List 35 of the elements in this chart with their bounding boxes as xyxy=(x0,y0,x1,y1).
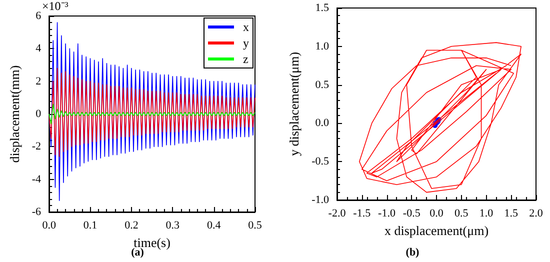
y-tick-label: -1.0 xyxy=(312,194,330,206)
y-tick-label: 1.0 xyxy=(315,40,330,52)
x-tick-label: 0.1 xyxy=(83,220,98,232)
x-tick-label: 1.0 xyxy=(479,208,494,220)
legend-label: y xyxy=(243,36,249,50)
x-axis-title: x displacement(μm) xyxy=(384,222,489,238)
y-axis-title: y displacement(μm) xyxy=(286,52,302,156)
y-tick-label: -0.5 xyxy=(312,156,330,168)
x-tick-label: -1.5 xyxy=(353,208,372,220)
x-tick-label: 0.3 xyxy=(166,220,180,232)
x-tick-label: 0.2 xyxy=(124,220,138,232)
legend-label: x xyxy=(243,20,249,34)
x-tick-label: -0.5 xyxy=(402,208,421,220)
y-tick-label: -4 xyxy=(32,173,42,186)
x-tick-label: 0.0 xyxy=(430,208,444,220)
x-tick-label: 0.5 xyxy=(454,208,469,220)
x-tick-label: 0.5 xyxy=(248,220,262,232)
text: (b) xyxy=(406,246,420,258)
y-axis-title: displacement(mm) xyxy=(7,65,22,163)
y-tick-label: -2 xyxy=(32,140,42,153)
y-tick-label: 0.0 xyxy=(315,117,330,130)
y-tick-label: -6 xyxy=(32,206,42,218)
y-tick-label: 1.5 xyxy=(315,2,330,14)
y-tick-label: 4 xyxy=(36,42,42,55)
x-tick-label: 1.5 xyxy=(504,208,518,220)
y-tick-label: 0 xyxy=(36,108,42,120)
x-tick-label: 2.0 xyxy=(529,208,544,220)
y-tick-label: 2 xyxy=(36,75,42,88)
x-tick-label: -2.0 xyxy=(328,208,346,220)
y-tick-label: 0.5 xyxy=(315,78,330,91)
x-tick-label: -1.0 xyxy=(378,208,396,220)
y-tick-label: 6 xyxy=(36,10,42,22)
x-tick-label: 0.4 xyxy=(206,220,222,232)
text: ×10⁻³ xyxy=(42,0,69,13)
legend-label: z xyxy=(243,52,248,66)
